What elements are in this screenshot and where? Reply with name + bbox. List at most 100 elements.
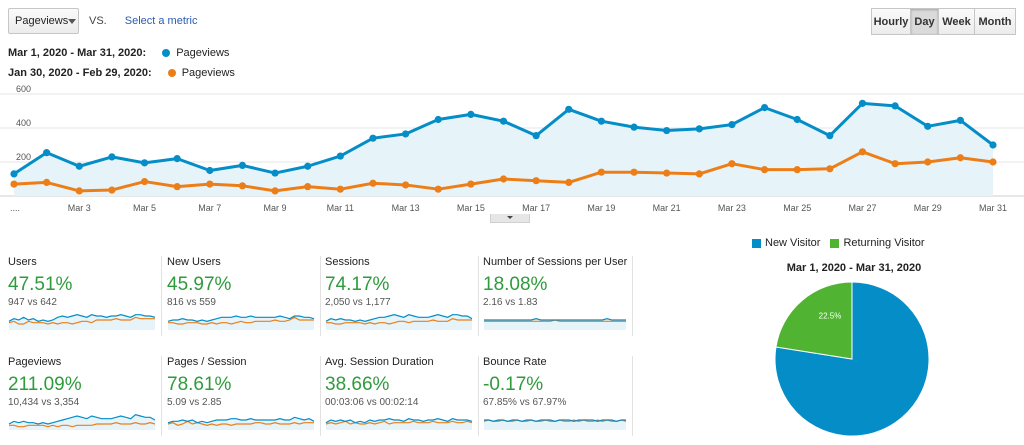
y-tick-label: 400 xyxy=(16,118,31,128)
vs-label: VS. xyxy=(89,15,107,27)
x-tick-label: Mar 5 xyxy=(133,203,156,213)
x-tick-label: Mar 23 xyxy=(718,203,746,213)
data-point-current xyxy=(369,134,377,142)
data-point-previous xyxy=(956,154,964,162)
sparkline-area xyxy=(326,314,472,330)
x-tick-label: Mar 9 xyxy=(264,203,287,213)
data-point-current xyxy=(630,123,638,131)
caret-down-icon xyxy=(507,216,513,219)
data-point-current xyxy=(826,132,834,140)
data-point-previous xyxy=(565,178,573,186)
legend-current: Mar 1, 2020 - Mar 31, 2020: Pageviews xyxy=(8,47,229,59)
data-point-previous xyxy=(858,148,867,156)
legend-current-range: Mar 1, 2020 - Mar 31, 2020: xyxy=(8,47,147,59)
week-button[interactable]: Week xyxy=(938,8,975,35)
x-tick-label: Mar 29 xyxy=(914,203,942,213)
metric-toolbar: Pageviews VS. Select a metric xyxy=(8,8,197,34)
sparkline-current xyxy=(8,414,156,425)
metric-card-pages-session[interactable]: Pages / Session 78.61% 5.09 vs 2.85 xyxy=(167,356,321,436)
data-point-current xyxy=(140,159,149,167)
data-point-current xyxy=(924,122,932,130)
sparkline-current xyxy=(167,315,315,322)
metric-label: Number of Sessions per User xyxy=(483,256,628,268)
sparkline-previous xyxy=(9,422,156,428)
pie-slice-returning-visitor xyxy=(775,281,853,360)
x-tick-label: Mar 3 xyxy=(68,203,91,213)
data-point-current xyxy=(402,130,410,138)
data-point-current xyxy=(467,110,475,118)
select-metric-link[interactable]: Select a metric xyxy=(124,15,198,27)
data-point-previous xyxy=(793,166,801,174)
data-point-current xyxy=(434,115,442,124)
metric-card-sessions[interactable]: Sessions 74.17% 2,050 vs 1,177 xyxy=(325,256,479,336)
sparkline-previous xyxy=(8,316,155,325)
data-point-current xyxy=(43,149,51,157)
metric-card-new-users[interactable]: New Users 45.97% 816 vs 559 xyxy=(167,256,321,336)
data-point-previous xyxy=(402,181,410,189)
metric-sparkline xyxy=(167,416,315,430)
data-point-previous xyxy=(140,177,149,186)
data-point-current xyxy=(108,153,116,161)
pie-legend-new-visitor: New Visitor xyxy=(765,237,821,249)
series-area-current xyxy=(14,103,993,196)
data-point-previous xyxy=(108,186,116,194)
legend-previous-metric: Pageviews xyxy=(181,67,235,79)
x-tick-label: Mar 19 xyxy=(587,203,615,213)
data-point-previous xyxy=(467,180,475,188)
x-tick-label: Mar 11 xyxy=(327,203,354,213)
pie-legend: New Visitor Returning Visitor xyxy=(752,237,925,249)
sparkline-area xyxy=(168,316,314,330)
sparkline-current xyxy=(8,314,156,322)
data-point-current xyxy=(75,162,83,170)
day-button[interactable]: Day xyxy=(910,8,939,35)
hourly-button[interactable]: Hourly xyxy=(871,8,911,35)
data-point-current xyxy=(793,115,801,124)
y-tick-label: 200 xyxy=(16,152,31,162)
month-button[interactable]: Month xyxy=(974,8,1016,35)
metric-card-avg-session-duration[interactable]: Avg. Session Duration 38.66% 00:03:06 vs 0… xyxy=(325,356,479,436)
sparkline-current xyxy=(167,416,315,424)
metric-sparkline xyxy=(325,418,473,430)
data-point-previous xyxy=(663,169,671,177)
sparkline-area xyxy=(484,420,626,430)
sparkline-previous xyxy=(168,316,314,325)
metric-sparkline xyxy=(167,315,315,330)
metric-comparison: 5.09 vs 2.85 xyxy=(167,397,222,408)
metric-comparison: 2.16 vs 1.83 xyxy=(483,297,538,308)
data-point-current xyxy=(10,170,18,178)
metric-sparkline xyxy=(8,414,156,430)
metric-change-percent: 47.51% xyxy=(8,274,73,295)
metric-card-pageviews[interactable]: Pageviews 211.09% 10,434 vs 3,354 xyxy=(8,356,162,436)
metric-change-percent: 38.66% xyxy=(325,374,390,395)
sparkline-current xyxy=(325,314,473,322)
metric-card-bounce-rate[interactable]: Bounce Rate -0.17% 67.85% vs 67.97% xyxy=(483,356,633,436)
data-point-previous xyxy=(924,158,932,166)
legend-current-dot xyxy=(162,49,171,57)
sparkline-area xyxy=(9,314,155,330)
data-point-previous xyxy=(989,158,997,166)
visitor-type-pie-chart[interactable]: 77.5% 22.5% xyxy=(773,280,931,438)
metric-sparkline xyxy=(8,314,156,330)
data-point-previous xyxy=(760,166,769,174)
data-point-current xyxy=(760,104,769,112)
legend-previous: Jan 30, 2020 - Feb 29, 2020: Pageviews xyxy=(8,67,235,79)
metric-dropdown-label: Pageviews xyxy=(15,15,69,27)
collapse-chart-button[interactable] xyxy=(490,214,530,223)
data-point-previous xyxy=(238,182,247,190)
x-tick-label: Mar 27 xyxy=(848,203,876,213)
legend-current-metric: Pageviews xyxy=(176,47,230,59)
data-point-previous xyxy=(336,185,344,193)
metric-card-users[interactable]: Users 47.51% 947 vs 642 xyxy=(8,256,162,336)
data-point-current xyxy=(238,161,247,169)
data-point-current xyxy=(336,152,344,160)
metric-label: Avg. Session Duration xyxy=(325,356,434,368)
legend-previous-dot xyxy=(167,69,176,77)
pageviews-line-chart[interactable]: 600 400 200.... Mar 3 Mar 5 Mar 7 Mar 9 Mar 11 M… xyxy=(0,82,1024,222)
data-point-current xyxy=(565,105,573,113)
metric-label: Pageviews xyxy=(8,356,62,368)
data-point-current xyxy=(858,99,867,107)
metric-comparison: 2,050 vs 1,177 xyxy=(325,297,391,308)
metric-card-number-of-sessions-per-user[interactable]: Number of Sessions per User 18.08% 2.16 vs… xyxy=(483,256,633,336)
metric-dropdown[interactable]: Pageviews xyxy=(8,8,79,34)
x-tick-label: Mar 31 xyxy=(979,203,1007,213)
